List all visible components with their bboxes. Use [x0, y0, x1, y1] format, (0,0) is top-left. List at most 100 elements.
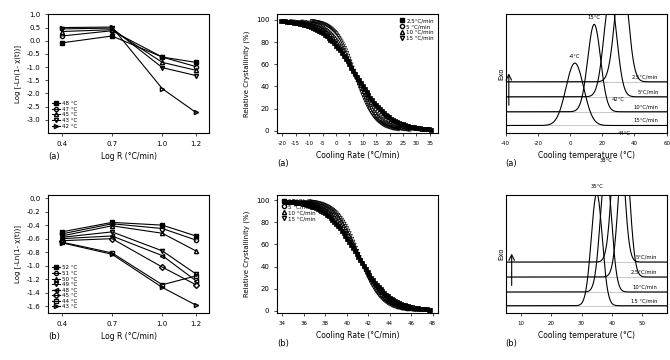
5 °C/min [407, 305, 418, 311]
10 °C/min [352, 248, 362, 254]
10 °C/min [385, 299, 396, 305]
15 °C/min [379, 123, 390, 129]
Legend: 2.5°C/min, 5 °C/min, 10 °C/min, 15 °C/min: 2.5°C/min, 5 °C/min, 10 °C/min, 15 °C/mi… [398, 17, 436, 42]
2.5°C/min [283, 199, 293, 204]
10 °C/min [327, 209, 338, 215]
15 °C/min [376, 295, 387, 301]
5 °C/min [316, 205, 326, 211]
5 °C/min [389, 299, 399, 305]
Text: 15 °C/min: 15 °C/min [631, 298, 657, 303]
15 °C/min [357, 92, 368, 98]
43 °C [108, 26, 116, 30]
15 °C/min [381, 124, 392, 130]
10 °C/min [328, 32, 338, 37]
5 °C/min [302, 21, 312, 27]
15 °C/min [320, 202, 331, 208]
2.5°C/min [397, 121, 408, 127]
5 °C/min [349, 71, 360, 77]
2.5°C/min [342, 236, 352, 242]
15 °C/min [393, 305, 404, 311]
2.5°C/min [416, 306, 427, 312]
49 °C [108, 230, 116, 234]
5 °C/min [392, 301, 403, 307]
15 °C/min [380, 298, 391, 304]
Text: (b): (b) [277, 339, 289, 348]
10 °C/min [358, 89, 369, 95]
Text: (a): (a) [506, 159, 517, 168]
15 °C/min [356, 257, 366, 263]
5 °C/min [354, 80, 365, 86]
5 °C/min [342, 233, 353, 239]
Line: 47 °C: 47 °C [60, 29, 198, 69]
5 °C/min [401, 125, 411, 130]
10 °C/min [302, 19, 312, 25]
2.5°C/min [403, 303, 413, 309]
Line: 42 °C: 42 °C [60, 25, 198, 114]
2.5°C/min [379, 290, 389, 296]
10 °C/min [403, 306, 413, 311]
5 °C/min [407, 126, 417, 131]
15 °C/min [379, 297, 389, 303]
5 °C/min [328, 213, 338, 219]
48 °C [108, 34, 116, 38]
5 °C/min [341, 56, 352, 62]
5 °C/min [392, 122, 403, 128]
10 °C/min [304, 19, 315, 25]
Y-axis label: Log [-Ln(1- χ(t))]: Log [-Ln(1- χ(t))] [15, 225, 21, 283]
10 °C/min [383, 121, 393, 126]
2.5°C/min [395, 301, 406, 307]
45 °C [192, 68, 200, 72]
10 °C/min [296, 198, 307, 204]
2.5°C/min [316, 29, 326, 35]
15 °C/min [391, 126, 402, 132]
2.5°C/min [373, 104, 383, 110]
2.5°C/min [281, 199, 291, 204]
10 °C/min [331, 213, 342, 219]
5 °C/min [402, 305, 413, 310]
2.5°C/min [305, 203, 316, 209]
10 °C/min [377, 292, 387, 298]
10 °C/min [360, 95, 371, 100]
2.5°C/min [297, 201, 308, 207]
15 °C/min [381, 123, 391, 129]
15 °C/min [332, 211, 342, 216]
10 °C/min [329, 33, 340, 39]
10 °C/min [341, 228, 352, 234]
10 °C/min [346, 65, 357, 71]
15 °C/min [376, 121, 387, 126]
5 °C/min [394, 302, 405, 307]
15 °C/min [333, 212, 344, 218]
10 °C/min [314, 202, 324, 208]
5 °C/min [366, 100, 377, 105]
5 °C/min [367, 102, 378, 108]
10 °C/min [307, 20, 318, 26]
2.5°C/min [302, 23, 313, 28]
2.5°C/min [416, 126, 427, 131]
5 °C/min [347, 242, 358, 248]
15 °C/min [373, 292, 384, 298]
15 °C/min [326, 26, 337, 32]
2.5°C/min [295, 201, 306, 206]
48 °C [108, 234, 116, 238]
15 °C/min [333, 33, 344, 39]
10 °C/min [322, 27, 332, 33]
5 °C/min [374, 287, 385, 292]
2.5°C/min [358, 264, 369, 269]
Line: 48 °C: 48 °C [60, 34, 198, 64]
10 °C/min [369, 108, 379, 114]
2.5°C/min [314, 207, 325, 213]
5 °C/min [394, 123, 405, 129]
15 °C/min [312, 200, 322, 206]
2.5°C/min [350, 71, 360, 77]
5 °C/min [296, 199, 307, 205]
10 °C/min [332, 37, 342, 42]
2.5°C/min [333, 223, 344, 229]
2.5°C/min [351, 251, 362, 257]
10 °C/min [315, 23, 326, 28]
5 °C/min [291, 19, 302, 25]
10 °C/min [360, 267, 371, 273]
2.5°C/min [306, 24, 317, 30]
10 °C/min [344, 233, 355, 239]
Line: 50 °C: 50 °C [60, 224, 198, 253]
42 °C [158, 86, 166, 91]
